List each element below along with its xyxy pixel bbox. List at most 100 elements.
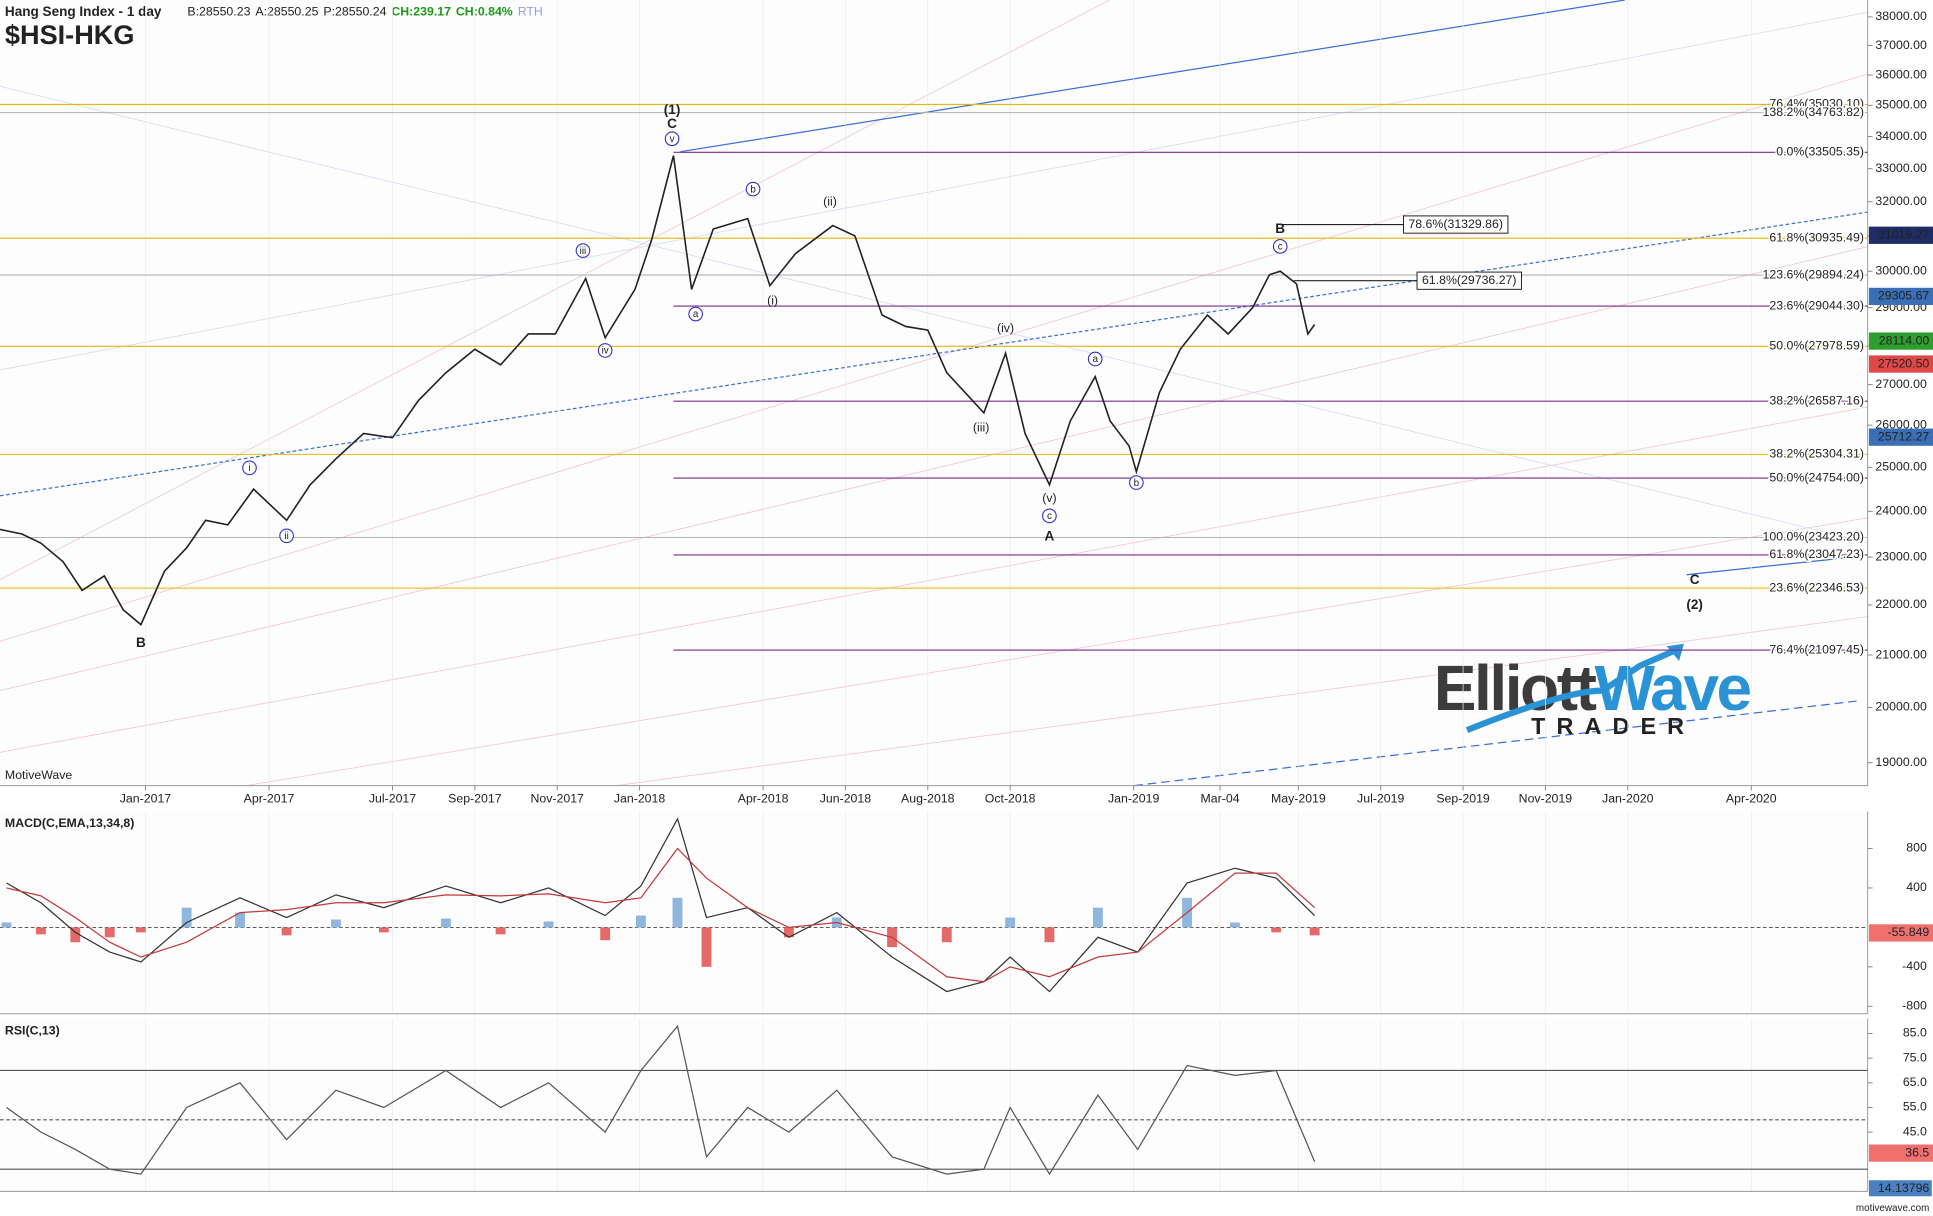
wave-label: A xyxy=(1045,528,1055,543)
histogram-bar xyxy=(235,912,245,928)
price-label: 31019.27 xyxy=(1878,228,1930,242)
histogram-bar xyxy=(35,927,46,935)
y-tick-label: 35000.00 xyxy=(1875,98,1927,112)
y-tick-label: 55.0 xyxy=(1903,1100,1927,1114)
y-tick-label: 36000.00 xyxy=(1875,67,1927,81)
quote-field: RTH xyxy=(518,5,543,19)
price-label: 28114.00 xyxy=(1879,333,1930,347)
x-tick-label: Sep-2017 xyxy=(448,791,502,805)
trend-line xyxy=(1686,555,1862,576)
histogram-bar xyxy=(1271,927,1282,933)
fan-line xyxy=(0,73,1868,642)
x-tick-label: Jan-2018 xyxy=(614,791,666,805)
x-tick-label: Jan-2019 xyxy=(1108,791,1160,805)
rsi-panel xyxy=(0,1018,1868,1192)
histogram-bar xyxy=(672,897,683,928)
quote-field: CH:239.17 xyxy=(391,5,451,19)
y-tick-label: 32000.00 xyxy=(1875,194,1927,208)
level-label: 23.6%(22346.53) xyxy=(1769,580,1864,594)
level-label: 50.0%(24754.00) xyxy=(1769,470,1864,484)
histogram-bar xyxy=(330,919,341,928)
back-layer xyxy=(145,0,1752,1192)
fan-line xyxy=(0,11,1868,371)
y-tick-label: 34000.00 xyxy=(1875,129,1927,143)
y-tick-label: 37000.00 xyxy=(1875,38,1927,52)
trend-line xyxy=(680,0,1625,153)
level-label: 76.4%(21097.45) xyxy=(1769,642,1864,656)
y-tick-label: 27000.00 xyxy=(1875,377,1927,391)
quote-field: B:28550.23 xyxy=(187,5,250,19)
value-box xyxy=(1868,924,1933,942)
x-tick-label: Oct-2018 xyxy=(985,791,1036,805)
x-tick-label: Sep-2019 xyxy=(1436,791,1490,805)
wave-circle xyxy=(664,131,680,147)
wave-label: a xyxy=(693,309,699,320)
histogram-bar xyxy=(783,927,794,938)
value-box-label: -55.849 xyxy=(1887,925,1929,939)
level-label: 38.2%(25304.31) xyxy=(1769,447,1864,461)
wave-circle xyxy=(575,243,591,258)
x-tick-label: Mar-04 xyxy=(1201,791,1240,805)
trend-line xyxy=(1134,699,1862,787)
histogram-bar xyxy=(495,927,506,935)
histogram-bar xyxy=(440,918,451,928)
histogram-bar xyxy=(635,915,646,928)
histogram-bar xyxy=(543,921,554,928)
chart-title: Hang Seng Index - 1 day xyxy=(5,4,162,19)
histogram-bar xyxy=(281,927,292,936)
y-tick-label: 30000.00 xyxy=(1875,263,1927,277)
y-tick-label: 22000.00 xyxy=(1875,597,1927,611)
wave-label: b xyxy=(750,184,756,195)
x-tick-label: Apr-2017 xyxy=(244,791,295,805)
panel-title: MACD(C,EMA,13,34,8) xyxy=(5,816,134,830)
fan-line xyxy=(0,406,1868,753)
level-label: 123.6%(29894.24) xyxy=(1763,267,1864,281)
histogram-bar xyxy=(1309,927,1320,936)
x-tick-label: Apr-2020 xyxy=(1726,791,1777,805)
histogram-bar xyxy=(70,927,81,943)
side-value-box xyxy=(1868,1180,1932,1197)
fan-line xyxy=(0,246,1868,692)
wave-label: B xyxy=(136,635,146,650)
wave-label: iv xyxy=(602,346,609,357)
y-tick-label: 45.0 xyxy=(1903,1124,1927,1138)
logo-text: ElliottWave xyxy=(1434,652,1751,724)
y-tick-label: 75.0 xyxy=(1903,1050,1927,1064)
level-box xyxy=(1403,215,1509,234)
price-label-box xyxy=(1868,287,1933,306)
level-label: 61.8%(29736.27) xyxy=(1422,273,1517,287)
value-box xyxy=(1868,1144,1933,1162)
histogram-bar xyxy=(135,927,146,933)
wave-label: (iii) xyxy=(973,421,989,435)
y-tick-label: 85.0 xyxy=(1903,1026,1927,1040)
wave-label: C xyxy=(667,116,677,131)
y-tick-label: -800 xyxy=(1902,999,1927,1013)
histogram-bar xyxy=(1230,922,1240,928)
level-label: 61.8%(30935.49) xyxy=(1769,230,1864,244)
x-tick-label: Jan-2020 xyxy=(1602,791,1654,805)
level-label: 76.4%(35030.10) xyxy=(1769,97,1864,111)
y-tick-label: 21000.00 xyxy=(1875,647,1927,661)
wave-label: (1) xyxy=(664,102,681,117)
histogram-bar xyxy=(181,907,192,928)
histogram-bar xyxy=(701,927,712,967)
y-tick-label: 38000.00 xyxy=(1875,9,1927,23)
histogram-bar xyxy=(941,927,952,943)
symbol: $HSI-HKG xyxy=(5,19,135,50)
logo-word: Wave xyxy=(1594,652,1750,724)
wave-label: b xyxy=(1134,478,1140,489)
histogram-bar xyxy=(600,927,611,941)
watermark: MotiveWave xyxy=(5,768,72,782)
level-label: 38.2%(26587.16) xyxy=(1769,393,1864,407)
price-label: 27520.50 xyxy=(1878,356,1930,370)
series-line xyxy=(0,155,1316,626)
y-tick-label: 20000.00 xyxy=(1875,700,1927,714)
x-tick-label: May-2019 xyxy=(1271,791,1326,805)
wave-label: c xyxy=(1278,242,1283,253)
wave-label: B xyxy=(1275,221,1285,236)
wave-circle xyxy=(1272,239,1288,254)
wave-label: (2) xyxy=(1686,597,1703,612)
logo-sub: TRADER xyxy=(1531,713,1695,739)
level-label: 138.2%(34763.82) xyxy=(1763,105,1864,119)
